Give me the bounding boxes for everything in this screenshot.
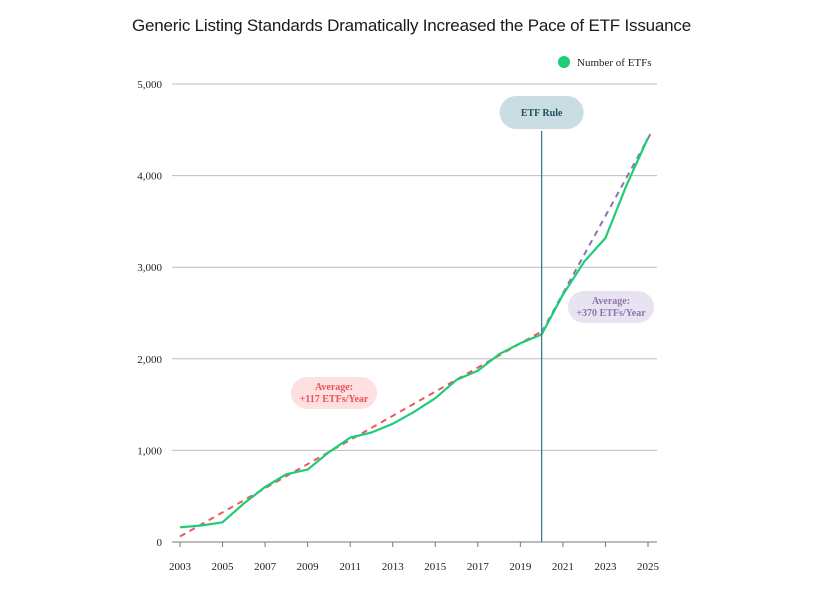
grid-lines [172, 83, 657, 543]
annotation-line-2: +117 ETFs/Year [300, 394, 369, 405]
series-lines [179, 137, 650, 529]
x-tick-label: 2011 [339, 561, 361, 573]
y-tick-label: 0 [157, 537, 163, 549]
trendline-pre-rule [179, 330, 543, 538]
legend-label: Number of ETFs [577, 57, 652, 69]
y-tick-label: 5,000 [137, 79, 162, 91]
annotation-line-1: Average: [592, 296, 630, 307]
x-axis: 2003 2005 2007 2009 2011 2013 2015 2017 2019 2021… [169, 542, 660, 573]
trendlines [179, 130, 654, 538]
x-tick-label: 2017 [467, 561, 490, 573]
x-tick-label: 2021 [552, 561, 574, 573]
y-axis-ticks: 0 1,000 2,000 3,000 4,000 5,000 [137, 79, 162, 549]
annotation-pill-1 [291, 377, 377, 409]
x-tick-label: 2013 [382, 561, 405, 573]
y-tick-label: 4,000 [137, 171, 162, 183]
x-tick-label: 2019 [509, 561, 532, 573]
etf-rule-pill [499, 96, 584, 129]
x-tick-label: 2003 [169, 561, 192, 573]
annotation-line-2: +370 ETFs/Year [576, 308, 646, 319]
x-tick-label: 2025 [637, 561, 660, 573]
x-tick-label: 2007 [254, 561, 277, 573]
x-tick-label: 2009 [297, 561, 320, 573]
x-tick-label: 2005 [212, 561, 235, 573]
x-tick-label: 2015 [424, 561, 447, 573]
etf-rule-marker: ETF Rule [499, 96, 584, 542]
y-tick-label: 2,000 [137, 354, 162, 366]
x-tick-label: 2023 [594, 561, 617, 573]
series-line-number-of-etfs [179, 137, 650, 529]
annotation-pill-2 [568, 291, 654, 323]
annotation-line-1: Average: [315, 382, 353, 393]
legend-marker [558, 56, 570, 68]
etf-rule-label: ETF Rule [521, 108, 563, 119]
y-tick-label: 3,000 [137, 262, 162, 274]
chart-title: Generic Listing Standards Dramatically I… [132, 16, 691, 35]
legend: Number of ETFs [558, 56, 652, 69]
y-tick-label: 1,000 [137, 445, 162, 457]
